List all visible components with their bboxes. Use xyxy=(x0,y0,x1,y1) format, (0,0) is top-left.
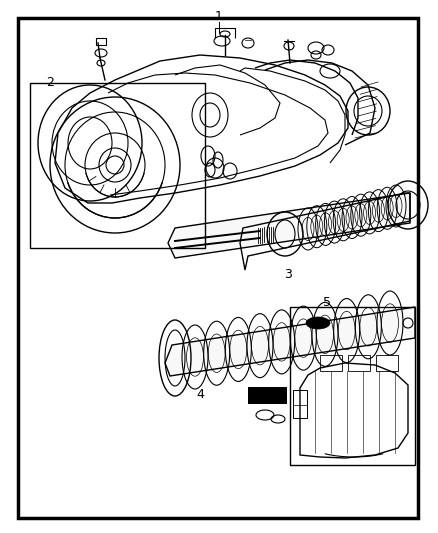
Text: 3: 3 xyxy=(284,269,292,281)
Polygon shape xyxy=(168,193,410,258)
Text: 2: 2 xyxy=(46,77,54,90)
Bar xyxy=(248,387,286,403)
Polygon shape xyxy=(165,307,415,376)
Text: 1: 1 xyxy=(215,11,223,23)
Bar xyxy=(376,355,398,371)
Bar xyxy=(320,355,342,371)
Text: 5: 5 xyxy=(323,296,331,310)
Bar xyxy=(248,387,286,403)
Text: 4: 4 xyxy=(196,389,204,401)
Bar xyxy=(293,390,307,418)
Bar xyxy=(290,307,415,465)
Ellipse shape xyxy=(306,317,330,329)
Bar xyxy=(348,355,370,371)
Bar xyxy=(30,83,205,248)
Bar xyxy=(96,38,106,45)
